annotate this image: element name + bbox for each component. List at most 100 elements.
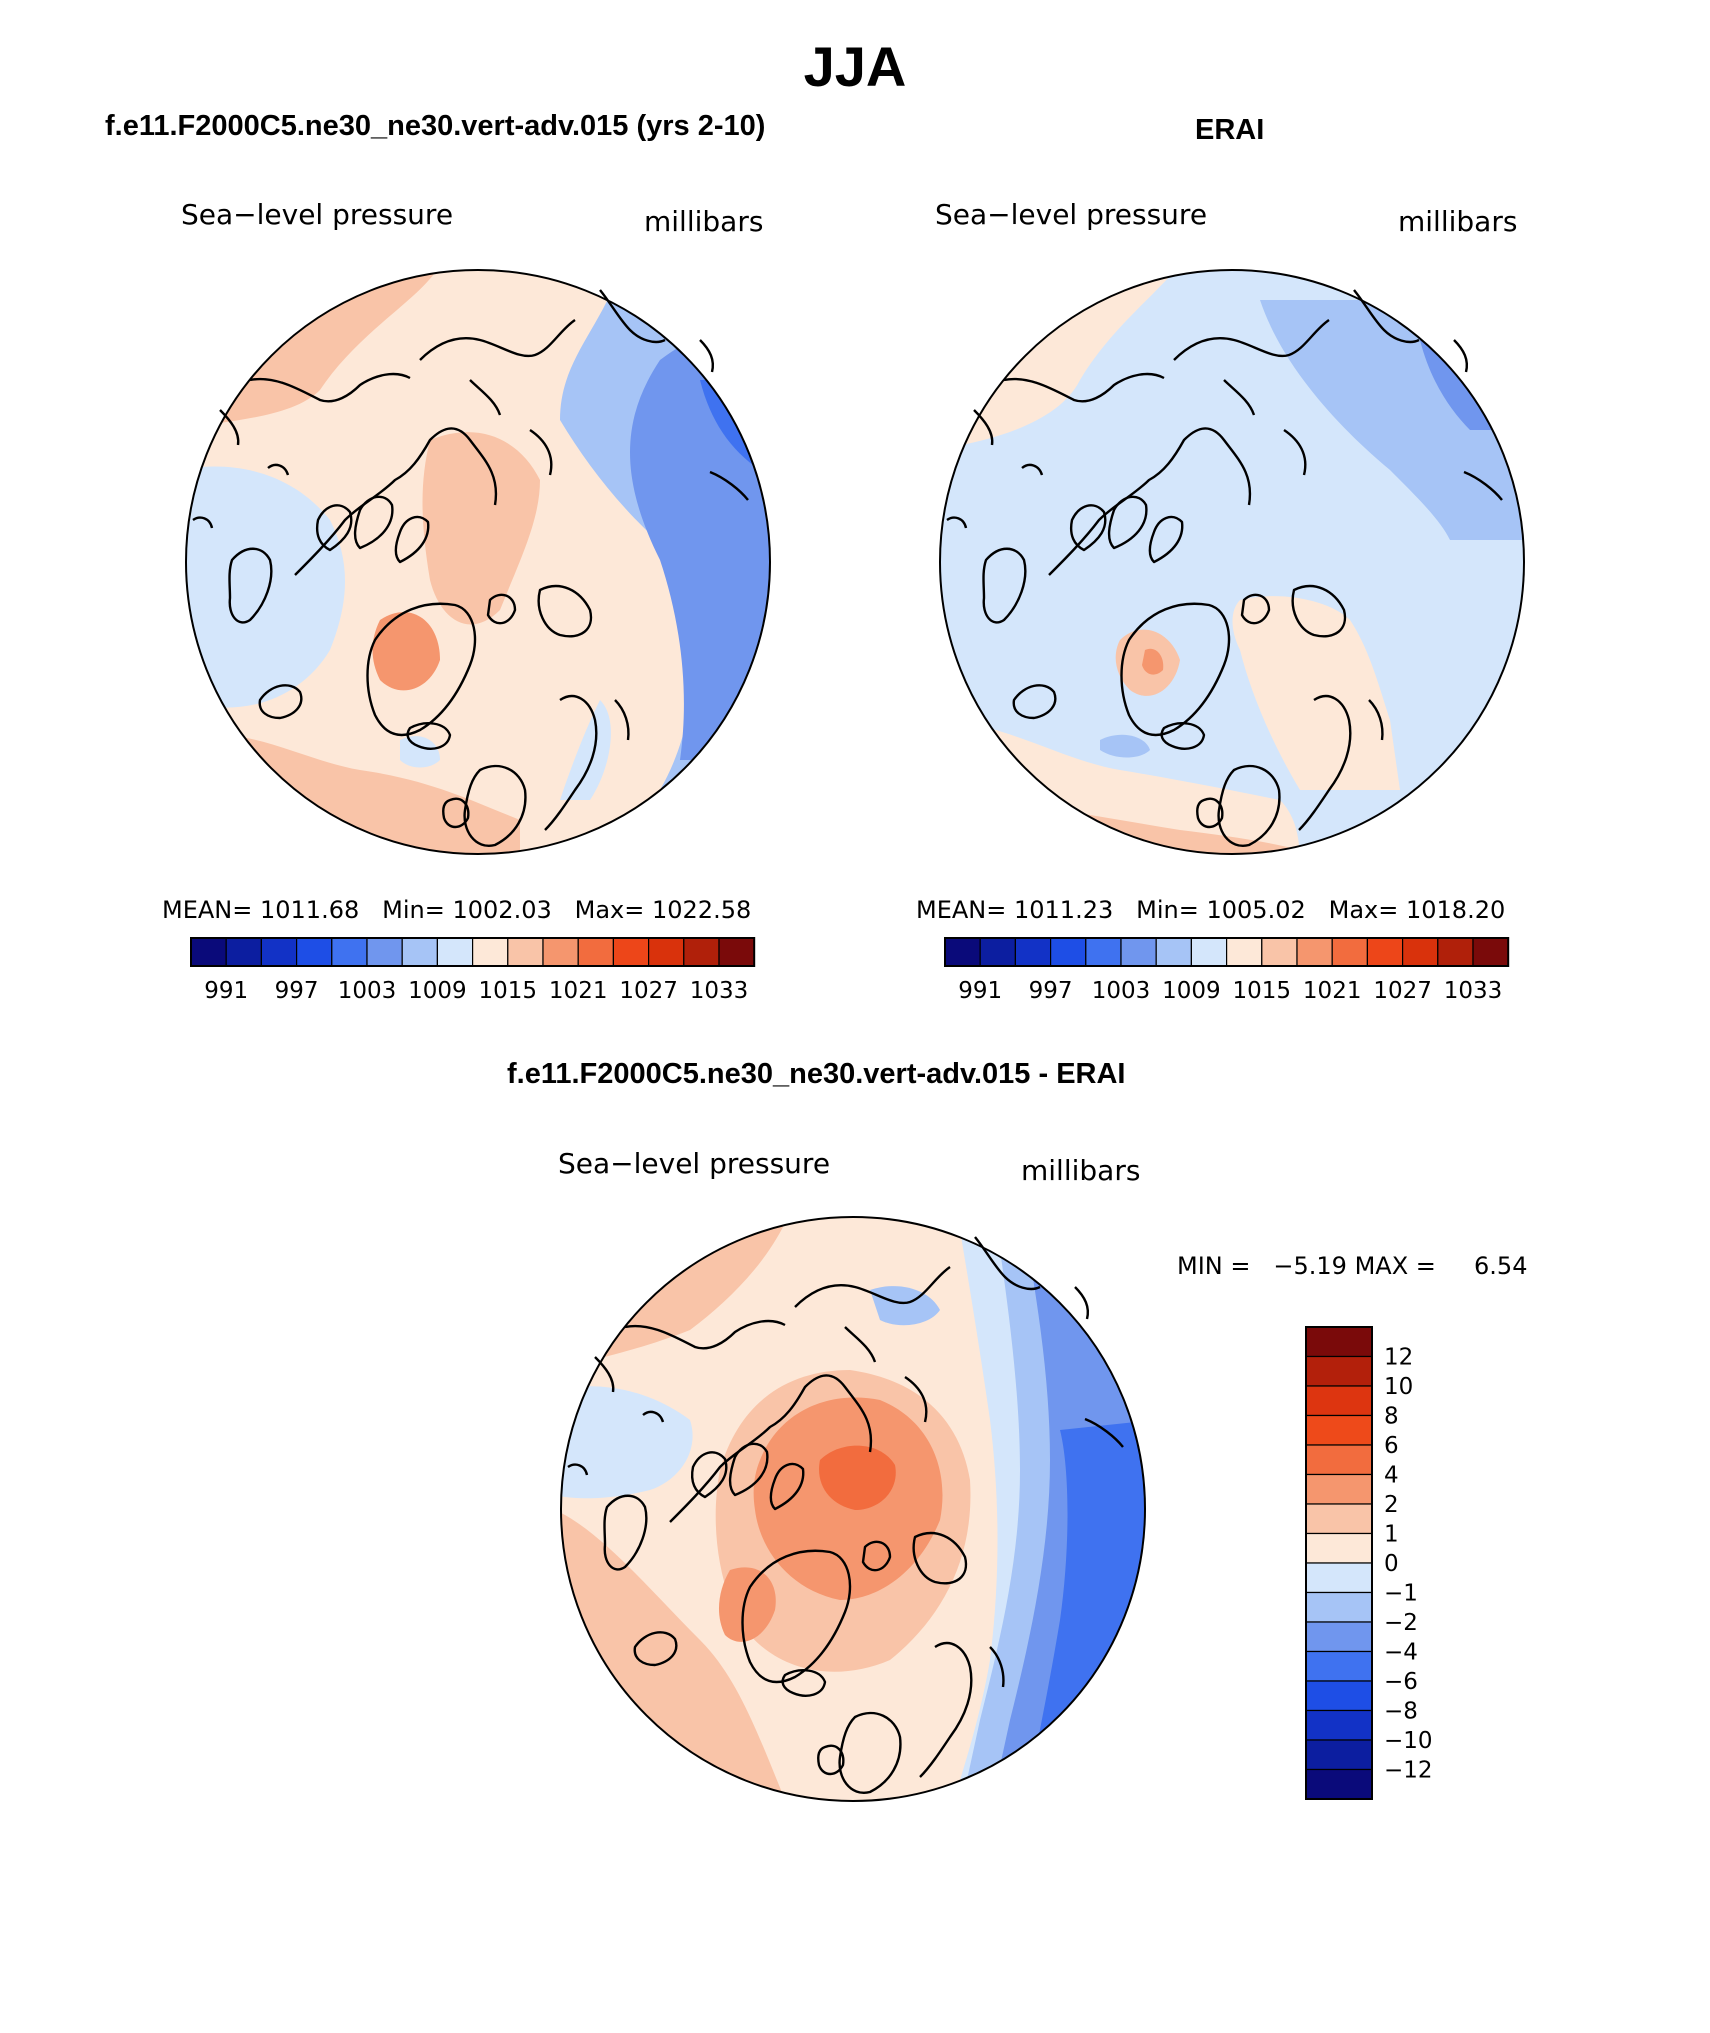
colorbar-cell xyxy=(1305,1591,1373,1623)
obs-slp-map xyxy=(939,269,1525,855)
colorbar-tick-label: 991 xyxy=(958,978,1002,1004)
min-value: 1005.02 xyxy=(1206,896,1306,924)
colorbar-cell xyxy=(1472,937,1509,967)
colorbar-tick-label: 1003 xyxy=(1092,978,1151,1004)
colorbar-cell xyxy=(542,937,579,967)
model-slp-map xyxy=(185,269,771,855)
diff-slp-map xyxy=(560,1216,1146,1802)
colorbar-tick-label: 2 xyxy=(1384,1492,1399,1518)
model-stats: MEAN= 1011.68 Min= 1002.03 Max= 1022.58 xyxy=(162,896,751,924)
colorbar-cell xyxy=(1305,1532,1373,1564)
colorbar-cell xyxy=(1305,1650,1373,1682)
min-value: −5.19 xyxy=(1273,1252,1347,1280)
model-panel-title: f.e11.F2000C5.ne30_ne30.vert-adv.015 (yr… xyxy=(105,110,766,142)
colorbar-tick-label: 1033 xyxy=(1444,978,1503,1004)
colorbar-cell xyxy=(1305,1385,1373,1417)
colorbar-tick-label: 4 xyxy=(1384,1463,1399,1489)
colorbar-cell xyxy=(1305,1562,1373,1594)
colorbar-cell xyxy=(1190,937,1228,967)
colorbar-cell xyxy=(1305,1326,1373,1358)
colorbar-cell xyxy=(260,937,298,967)
colorbar-cell xyxy=(647,937,685,967)
colorbar-cell xyxy=(1331,937,1368,967)
max-label: MAX = xyxy=(1354,1252,1436,1280)
colorbar-cell xyxy=(1120,937,1157,967)
colorbar-tick-label: 1027 xyxy=(619,978,678,1004)
colorbar-cell xyxy=(507,937,544,967)
colorbar-cell xyxy=(1085,937,1122,967)
colorbar-cell xyxy=(1305,1680,1373,1712)
colorbar-cell xyxy=(1305,1739,1373,1771)
colorbar-cell xyxy=(1305,1414,1373,1446)
model-variable-label: Sea−level pressure xyxy=(181,198,454,231)
colorbar-tick-label: 1009 xyxy=(1162,978,1221,1004)
obs-panel-title: ERAI xyxy=(1195,114,1265,146)
colorbar-cell xyxy=(612,937,650,967)
colorbar-cell xyxy=(1261,937,1298,967)
colorbar-tick-label: −6 xyxy=(1384,1669,1418,1695)
model-map-boundary xyxy=(185,269,771,855)
colorbar-tick-label: 1021 xyxy=(1303,978,1362,1004)
model-units-label: millibars xyxy=(644,205,764,238)
max-label: Max= xyxy=(1328,896,1399,924)
colorbar-tick-label: −12 xyxy=(1384,1758,1433,1784)
min-label: Min= xyxy=(1136,896,1199,924)
colorbar-tick-label: 8 xyxy=(1384,1404,1399,1430)
colorbar-cell xyxy=(1305,1473,1373,1505)
diff-map-boundary xyxy=(560,1216,1146,1802)
colorbar-cell xyxy=(401,937,439,967)
diff-variable-label: Sea−level pressure xyxy=(558,1147,831,1180)
min-label: Min= xyxy=(382,896,445,924)
obs-units-label: millibars xyxy=(1398,205,1518,238)
colorbar-tick-label: −10 xyxy=(1384,1728,1433,1754)
colorbar-cell xyxy=(683,937,720,967)
colorbar-cell xyxy=(1296,937,1333,967)
max-value: 1018.20 xyxy=(1406,896,1506,924)
figure-title: JJA xyxy=(803,35,907,98)
colorbar-cell xyxy=(1155,937,1192,967)
diff-stats: MIN = −5.19 MAX = 6.54 xyxy=(1177,1252,1527,1280)
colorbar-cell xyxy=(577,937,615,967)
max-label: Max= xyxy=(574,896,645,924)
colorbar-tick-label: 1003 xyxy=(338,978,397,1004)
diff-panel-title: f.e11.F2000C5.ne30_ne30.vert-adv.015 - E… xyxy=(507,1058,1126,1090)
mean-label: MEAN= xyxy=(916,896,1007,924)
colorbar-cell xyxy=(979,937,1017,967)
colorbar-tick-label: 1021 xyxy=(549,978,608,1004)
colorbar-cell xyxy=(225,937,262,967)
colorbar-cell xyxy=(1305,1709,1373,1741)
colorbar-cell xyxy=(1305,1621,1373,1653)
colorbar-cell xyxy=(1049,937,1087,967)
colorbar-tick-label: −2 xyxy=(1384,1610,1418,1636)
colorbar-tick-label: 997 xyxy=(1029,978,1073,1004)
colorbar-cell xyxy=(1366,937,1404,967)
colorbar-tick-label: 991 xyxy=(204,978,248,1004)
colorbar-cell xyxy=(1437,937,1474,967)
colorbar-tick-label: −8 xyxy=(1384,1699,1418,1725)
obs-colorbar: 991 997 1003 1009 1015 1021 1027 1033 xyxy=(944,937,1510,1004)
max-value: 1022.58 xyxy=(652,896,752,924)
colorbar-cell xyxy=(331,937,368,967)
colorbar-tick-label: 6 xyxy=(1384,1433,1399,1459)
colorbar-cell xyxy=(1014,937,1052,967)
colorbar-tick-label: 1015 xyxy=(479,978,538,1004)
colorbar-frame xyxy=(190,937,756,967)
colorbar-cell xyxy=(1225,937,1263,967)
colorbar-cell xyxy=(1305,1444,1373,1476)
colorbar-tick-label: 1015 xyxy=(1233,978,1292,1004)
max-value: 6.54 xyxy=(1474,1252,1528,1280)
mean-value: 1011.23 xyxy=(1014,896,1114,924)
colorbar-cell xyxy=(366,937,403,967)
min-label: MIN = xyxy=(1177,1252,1251,1280)
colorbar-tick-label: 1027 xyxy=(1373,978,1432,1004)
colorbar-cell xyxy=(190,937,227,967)
colorbar-cell xyxy=(436,937,474,967)
colorbar-cell xyxy=(1305,1355,1373,1387)
colorbar-tick-label: 0 xyxy=(1384,1551,1399,1577)
colorbar-tick-label: 12 xyxy=(1384,1345,1413,1371)
colorbar-tick-label: 10 xyxy=(1384,1374,1413,1400)
min-value: 1002.03 xyxy=(452,896,552,924)
colorbar-frame xyxy=(1305,1326,1373,1800)
